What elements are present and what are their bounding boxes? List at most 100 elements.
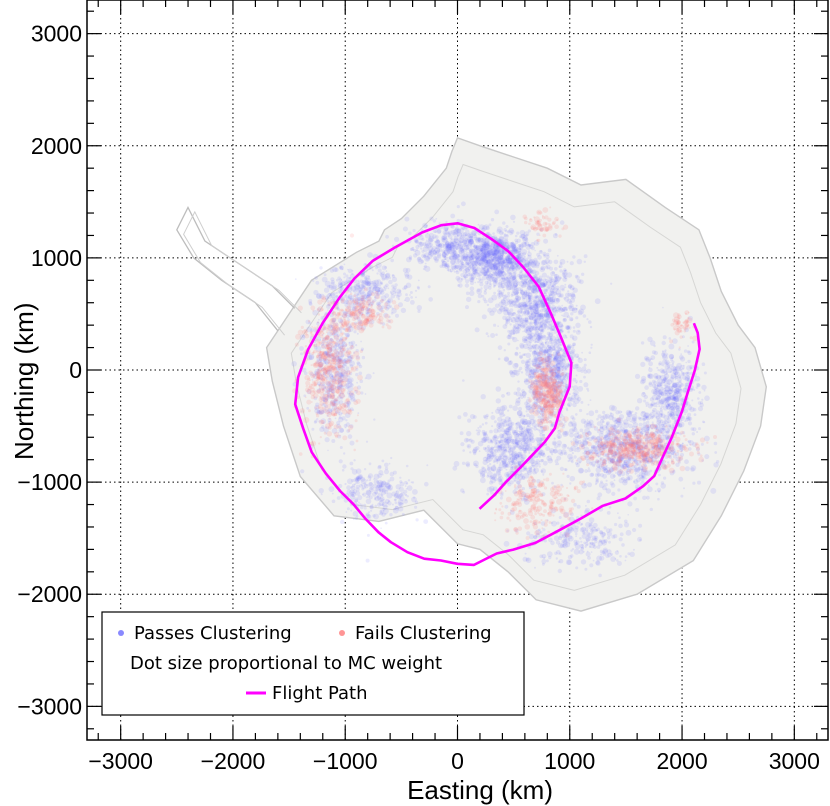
passes-point [482, 243, 488, 249]
passes-point [465, 279, 470, 284]
passes-point [508, 259, 513, 264]
passes-point [511, 246, 517, 252]
passes-point [629, 410, 633, 414]
passes-point [526, 422, 532, 427]
passes-point [495, 253, 500, 258]
passes-point [508, 298, 514, 305]
passes-point [493, 249, 500, 256]
passes-point [484, 252, 488, 257]
coastline [265, 137, 768, 612]
passes-point [515, 266, 519, 270]
passes-point [458, 268, 463, 272]
passes-point [483, 255, 490, 261]
passes-point [464, 265, 467, 268]
passes-point [498, 268, 504, 275]
passes-point [505, 468, 508, 471]
passes-point [445, 245, 449, 250]
passes-point [549, 450, 553, 454]
passes-point [563, 468, 567, 471]
passes-point [500, 241, 502, 244]
passes-point [499, 496, 503, 500]
passes-point [477, 261, 481, 265]
passes-point [704, 395, 710, 402]
passes-point [597, 492, 603, 498]
passes-point [486, 282, 489, 285]
passes-point [482, 256, 485, 259]
passes-point [487, 436, 490, 439]
passes-point [504, 264, 509, 269]
passes-point [517, 380, 520, 383]
passes-point [559, 269, 563, 273]
passes-point [689, 406, 695, 413]
passes-point [528, 291, 531, 295]
passes-point [507, 482, 512, 487]
passes-point [652, 415, 656, 418]
passes-point [462, 449, 466, 452]
passes-point [479, 425, 482, 429]
passes-point [466, 274, 469, 276]
passes-point [483, 284, 489, 290]
passes-point [469, 249, 473, 253]
passes-point [345, 366, 350, 371]
passes-point [507, 281, 510, 285]
passes-point [495, 333, 498, 337]
passes-point [494, 270, 501, 277]
passes-point [490, 245, 495, 251]
passes-point [627, 501, 633, 507]
passes-point [483, 243, 486, 246]
passes-point [482, 245, 487, 251]
passes-point [485, 225, 490, 231]
passes-point [559, 276, 563, 280]
passes-point [661, 340, 666, 346]
passes-point [539, 433, 544, 437]
passes-point [684, 466, 690, 472]
passes-point [478, 256, 481, 259]
passes-point [505, 280, 511, 285]
passes-point [545, 322, 549, 325]
passes-point [376, 272, 379, 275]
passes-point [528, 299, 531, 303]
passes-point [482, 227, 485, 230]
passes-point [657, 497, 660, 501]
passes-point [472, 270, 477, 275]
passes-point [535, 308, 539, 312]
passes-point [492, 242, 496, 246]
passes-point [520, 233, 526, 239]
passes-point [365, 440, 369, 443]
passes-point [444, 264, 450, 270]
passes-point [535, 472, 538, 475]
passes-point [522, 242, 527, 247]
passes-point [349, 440, 355, 446]
passes-point [494, 256, 500, 261]
passes-point [602, 410, 606, 415]
passes-point [476, 288, 481, 292]
passes-point [524, 291, 528, 295]
passes-point [558, 264, 563, 269]
passes-point [512, 324, 516, 328]
passes-point [496, 470, 501, 476]
passes-point [547, 323, 553, 329]
passes-point [655, 416, 658, 419]
passes-point [663, 378, 670, 385]
passes-point [358, 364, 363, 369]
passes-point [631, 413, 638, 420]
passes-point [525, 309, 529, 313]
passes-point [478, 224, 485, 230]
passes-point [314, 419, 318, 423]
passes-point [471, 263, 475, 267]
passes-point [533, 274, 537, 279]
passes-point [697, 480, 701, 485]
passes-point [555, 285, 560, 290]
passes-point [636, 474, 640, 478]
passes-point [540, 341, 544, 345]
passes-point [502, 288, 506, 292]
passes-point [547, 248, 552, 253]
passes-point [481, 255, 485, 260]
passes-point [491, 411, 494, 414]
passes-point [580, 369, 584, 373]
passes-point [521, 258, 527, 264]
passes-point [590, 346, 593, 349]
passes-point [480, 472, 486, 478]
passes-point [686, 444, 688, 447]
passes-point [643, 399, 647, 403]
